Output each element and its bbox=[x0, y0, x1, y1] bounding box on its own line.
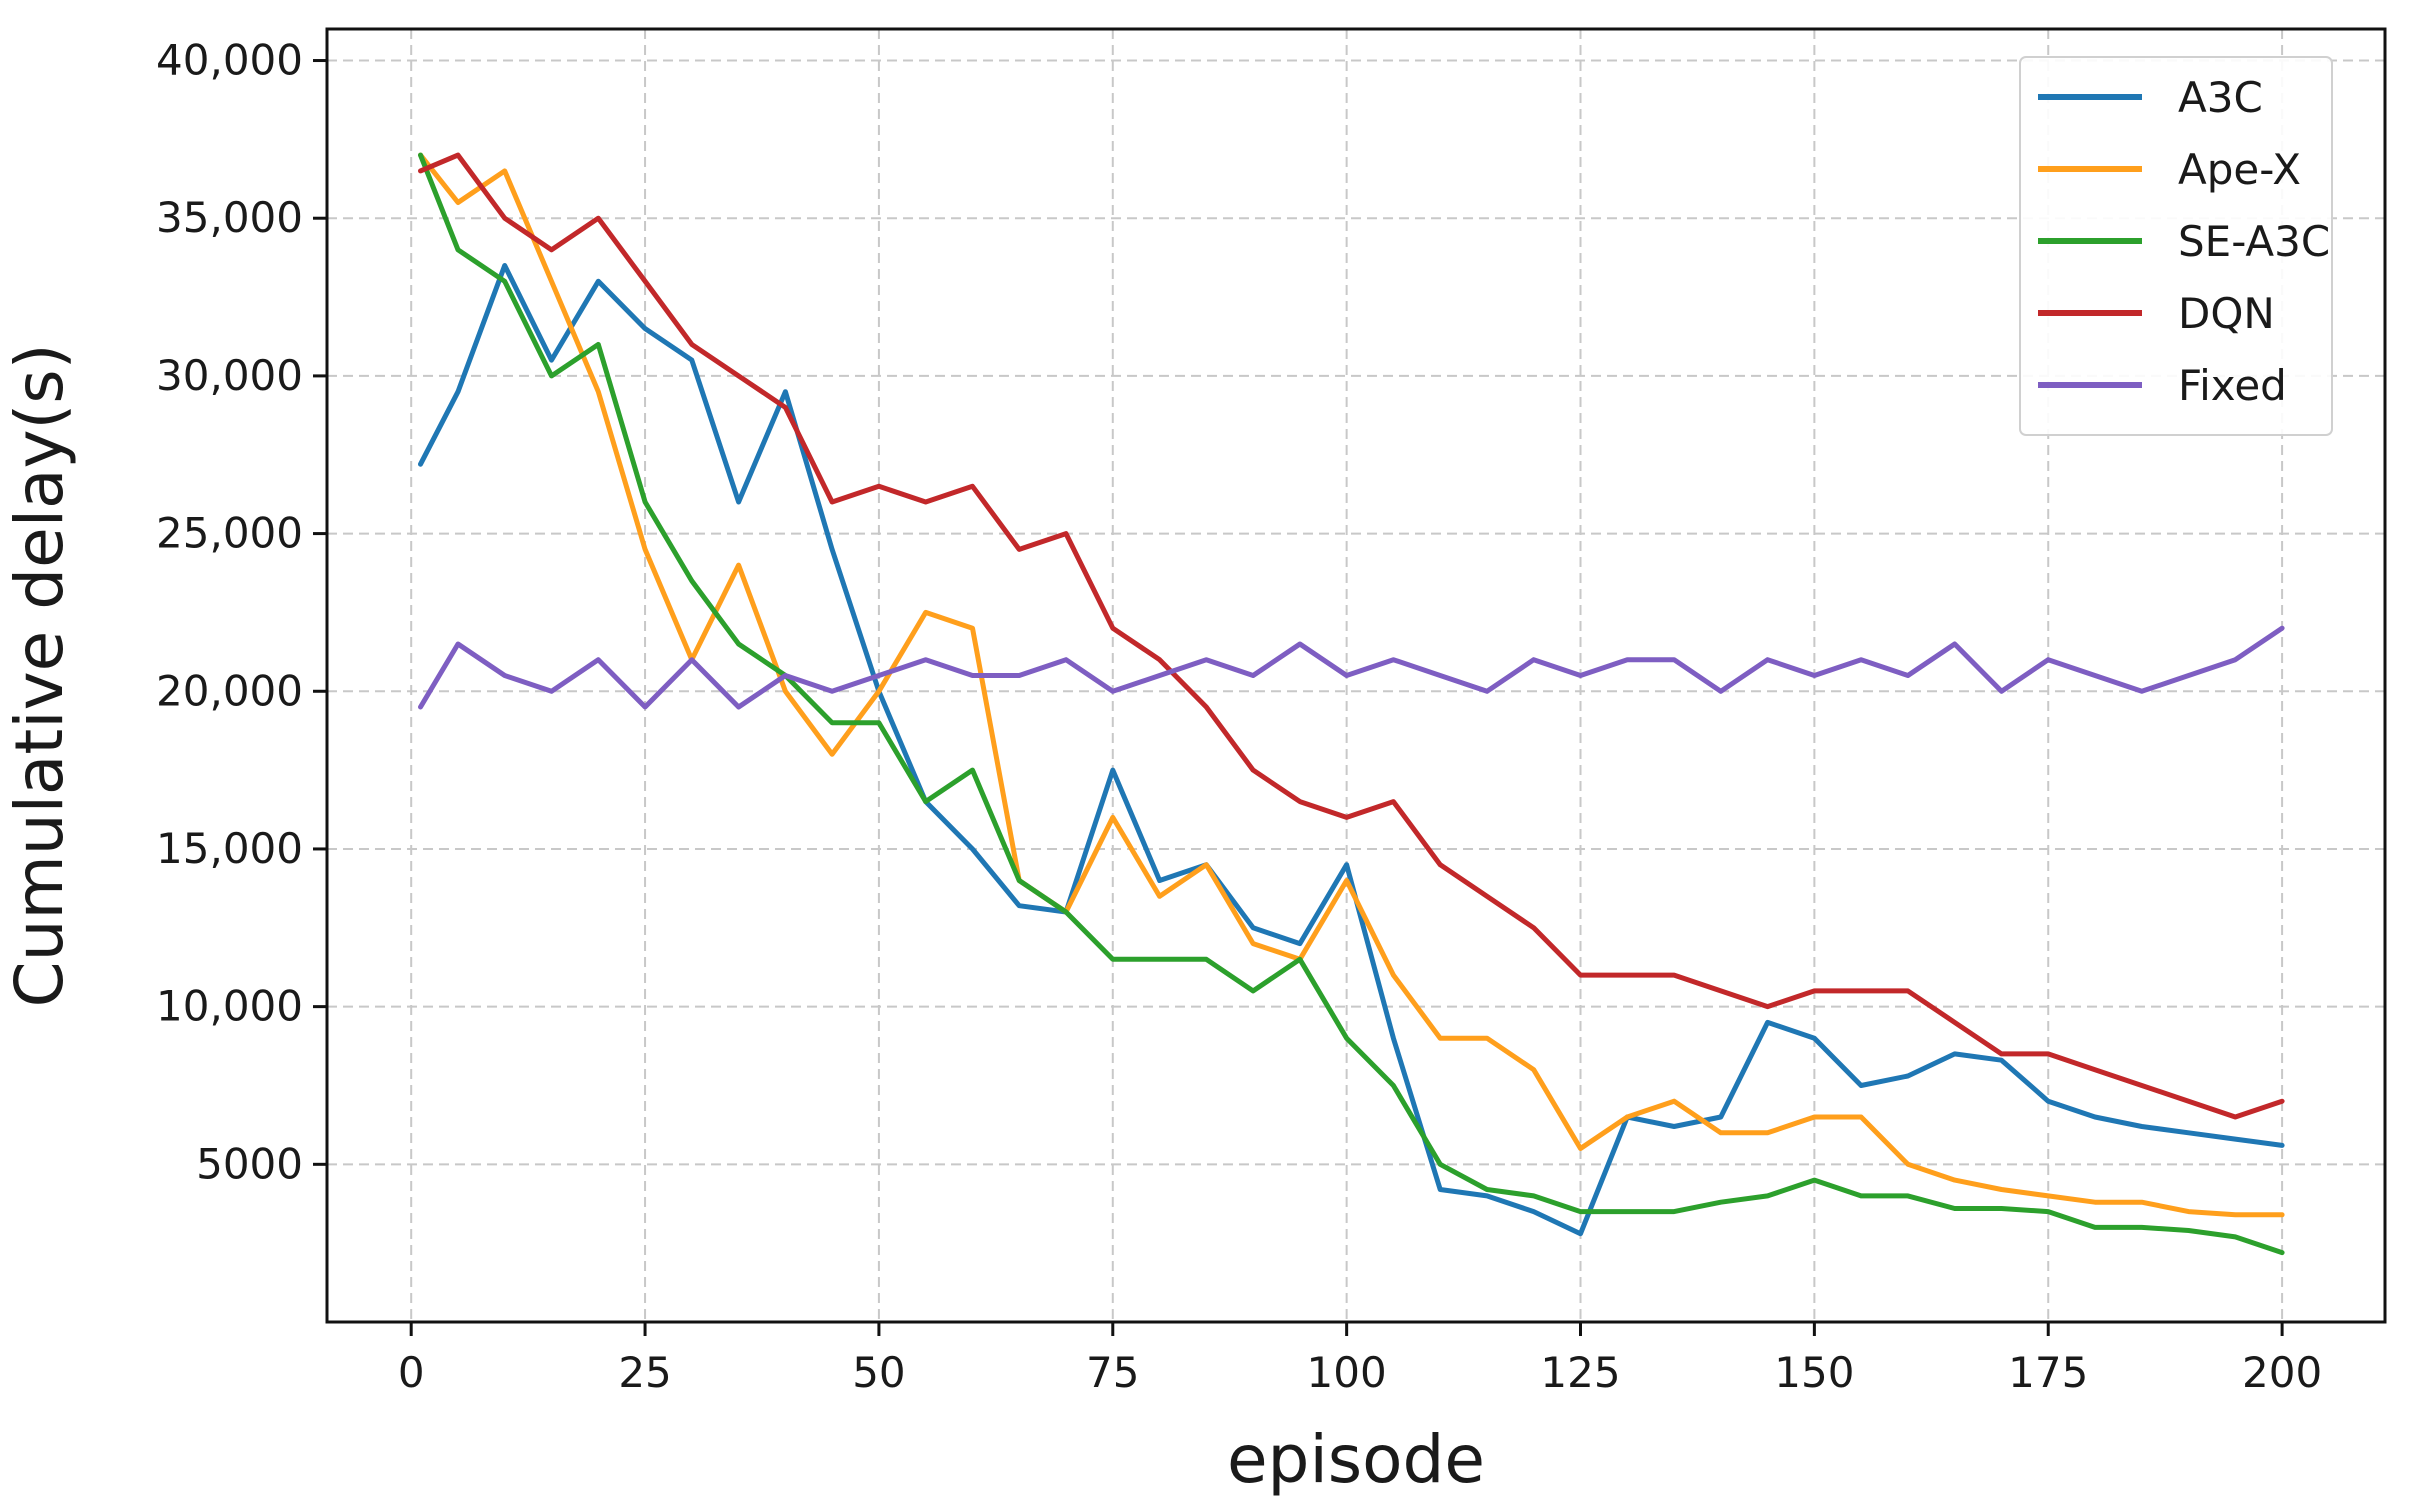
x-tick-label: 75 bbox=[1086, 1348, 1139, 1397]
y-tick-label: 25,000 bbox=[156, 509, 303, 558]
y-axis-label: Cumulative delay(s) bbox=[1, 344, 78, 1008]
legend-label: SE-A3C bbox=[2178, 217, 2330, 266]
x-tick-label: 25 bbox=[618, 1348, 671, 1397]
series-line-fixed bbox=[418, 625, 2285, 710]
y-tick-label: 40,000 bbox=[156, 36, 303, 85]
x-tick-label: 175 bbox=[2008, 1348, 2088, 1397]
y-tick-label: 10,000 bbox=[156, 982, 303, 1031]
x-tick-label: 150 bbox=[1774, 1348, 1854, 1397]
y-tick-label: 35,000 bbox=[156, 193, 303, 242]
y-tick-label: 15,000 bbox=[156, 824, 303, 873]
x-tick-label: 125 bbox=[1540, 1348, 1620, 1397]
legend: A3C Ape-X SE-A3C DQN Fixed bbox=[2019, 56, 2333, 436]
axis-ticks: 0 25 50 75 100 125 150 175 200 5000 10,000 15,000 20… bbox=[156, 36, 2322, 1397]
x-axis-label: episode bbox=[1227, 1421, 1485, 1498]
y-tick-label: 20,000 bbox=[156, 666, 303, 715]
x-tick-label: 50 bbox=[852, 1348, 905, 1397]
series-line-se-a3c bbox=[418, 152, 2285, 1256]
series-line-ape-x bbox=[418, 152, 2285, 1218]
series-lines bbox=[418, 152, 2285, 1256]
series-line-a3c bbox=[418, 263, 2285, 1237]
x-tick-label: 100 bbox=[1307, 1348, 1387, 1397]
x-tick-label: 0 bbox=[398, 1348, 425, 1397]
legend-label: A3C bbox=[2178, 73, 2263, 122]
legend-label: Ape-X bbox=[2178, 145, 2301, 194]
legend-box bbox=[2019, 56, 2333, 436]
series-line-dqn bbox=[418, 152, 2285, 1120]
x-tick-label: 200 bbox=[2242, 1348, 2322, 1397]
legend-label: Fixed bbox=[2178, 361, 2287, 410]
y-tick-label: 30,000 bbox=[156, 351, 303, 400]
plot-frame bbox=[325, 27, 2387, 1324]
legend-label: DQN bbox=[2178, 289, 2275, 338]
y-tick-label: 5000 bbox=[196, 1139, 303, 1188]
